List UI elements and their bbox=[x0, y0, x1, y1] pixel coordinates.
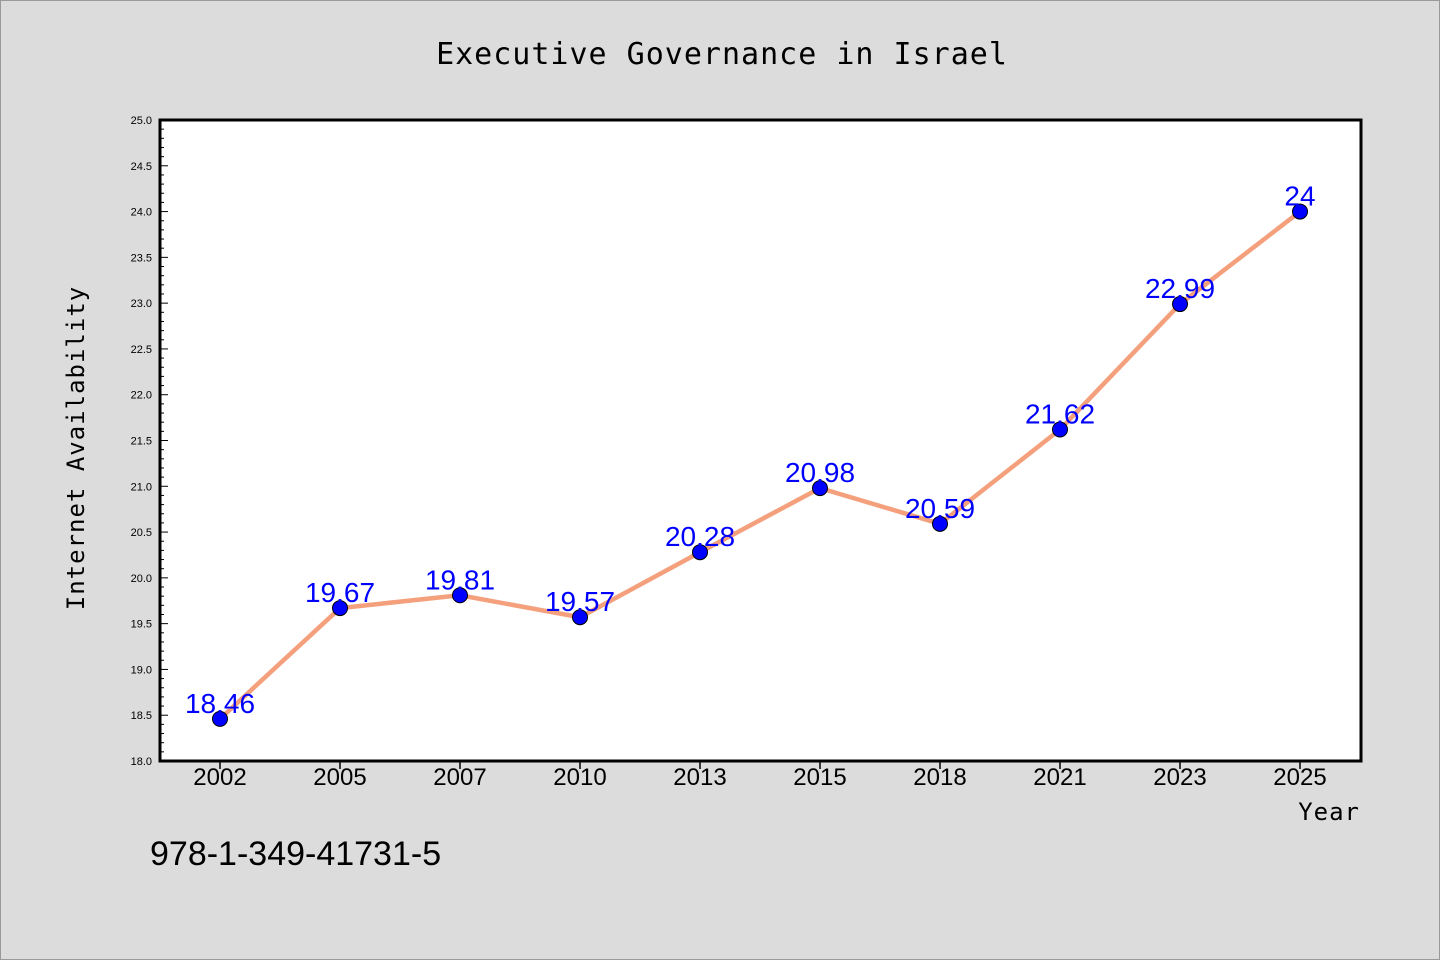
y-tick-label: 22.0 bbox=[131, 390, 152, 402]
data-point bbox=[692, 544, 708, 561]
y-tick-label: 19.5 bbox=[131, 619, 152, 631]
y-tick-label: 24.5 bbox=[131, 161, 152, 173]
data-label: 24 bbox=[1284, 181, 1315, 212]
x-tick-label: 2005 bbox=[313, 764, 366, 791]
y-tick-label: 25.0 bbox=[131, 115, 152, 127]
data-label: 19.81 bbox=[425, 564, 495, 595]
y-tick-label: 18.5 bbox=[131, 710, 152, 722]
x-tick-label: 2013 bbox=[673, 764, 726, 791]
data-point bbox=[212, 710, 228, 727]
data-label: 18.46 bbox=[185, 688, 255, 719]
y-tick-label: 18.0 bbox=[131, 756, 152, 768]
data-label: 22.99 bbox=[1145, 273, 1215, 304]
data-labels: 18.46 19.67 19.81 19.57 20.28 20.98 20.59 21.62… bbox=[185, 181, 1316, 719]
y-tick-label: 24.0 bbox=[131, 207, 152, 219]
series-markers bbox=[212, 203, 1308, 727]
plot-area bbox=[158, 118, 1363, 763]
data-point bbox=[1172, 296, 1188, 313]
series-polyline bbox=[218, 209, 1302, 721]
data-point bbox=[332, 600, 348, 617]
x-axis: 2002 2005 2007 2010 2013 2015 2018 2021 2023 2025 bbox=[193, 761, 1327, 791]
x-tick-label: 2015 bbox=[793, 764, 846, 791]
data-point bbox=[932, 515, 948, 532]
x-axis-label: Year bbox=[1298, 798, 1360, 826]
data-point bbox=[1052, 421, 1068, 438]
y-tick-label: 19.0 bbox=[131, 664, 152, 676]
y-tick-label: 20.0 bbox=[131, 573, 152, 585]
x-tick-label: 2002 bbox=[193, 764, 246, 791]
chart-title: Executive Governance in Israel bbox=[436, 37, 1008, 72]
y-tick-label: 22.5 bbox=[131, 344, 152, 356]
data-point bbox=[1292, 203, 1308, 220]
y-tick-label: 21.5 bbox=[131, 436, 152, 448]
y-tick-label: 21.0 bbox=[131, 481, 152, 493]
data-label: 21.62 bbox=[1025, 399, 1095, 430]
x-tick-label: 2021 bbox=[1033, 764, 1086, 791]
data-label: 20.98 bbox=[785, 457, 855, 488]
data-label: 19.67 bbox=[305, 577, 375, 608]
data-label: 20.59 bbox=[905, 493, 975, 524]
footnote-isbn: 978-1-349-41731-5 bbox=[150, 835, 441, 873]
data-label: 19.57 bbox=[545, 586, 615, 617]
data-point bbox=[572, 609, 588, 626]
data-point bbox=[812, 480, 828, 497]
x-tick-label: 2010 bbox=[553, 764, 606, 791]
y-axis: 18.0 18.5 19.0 19.5 20.0 20.5 21.0 21.5 22.0 22.5… bbox=[131, 115, 168, 768]
y-tick-label: 23.5 bbox=[131, 252, 152, 264]
y-axis-label: Internet Availability bbox=[62, 286, 90, 610]
x-tick-label: 2007 bbox=[433, 764, 486, 791]
series-line bbox=[218, 209, 1302, 721]
x-tick-label: 2023 bbox=[1153, 764, 1206, 791]
data-label: 20.28 bbox=[665, 521, 735, 552]
y-tick-label: 20.5 bbox=[131, 527, 152, 539]
x-tick-label: 2018 bbox=[913, 764, 966, 791]
y-tick-label: 23.0 bbox=[131, 298, 152, 310]
x-tick-label: 2025 bbox=[1273, 764, 1326, 791]
data-point bbox=[452, 587, 468, 604]
